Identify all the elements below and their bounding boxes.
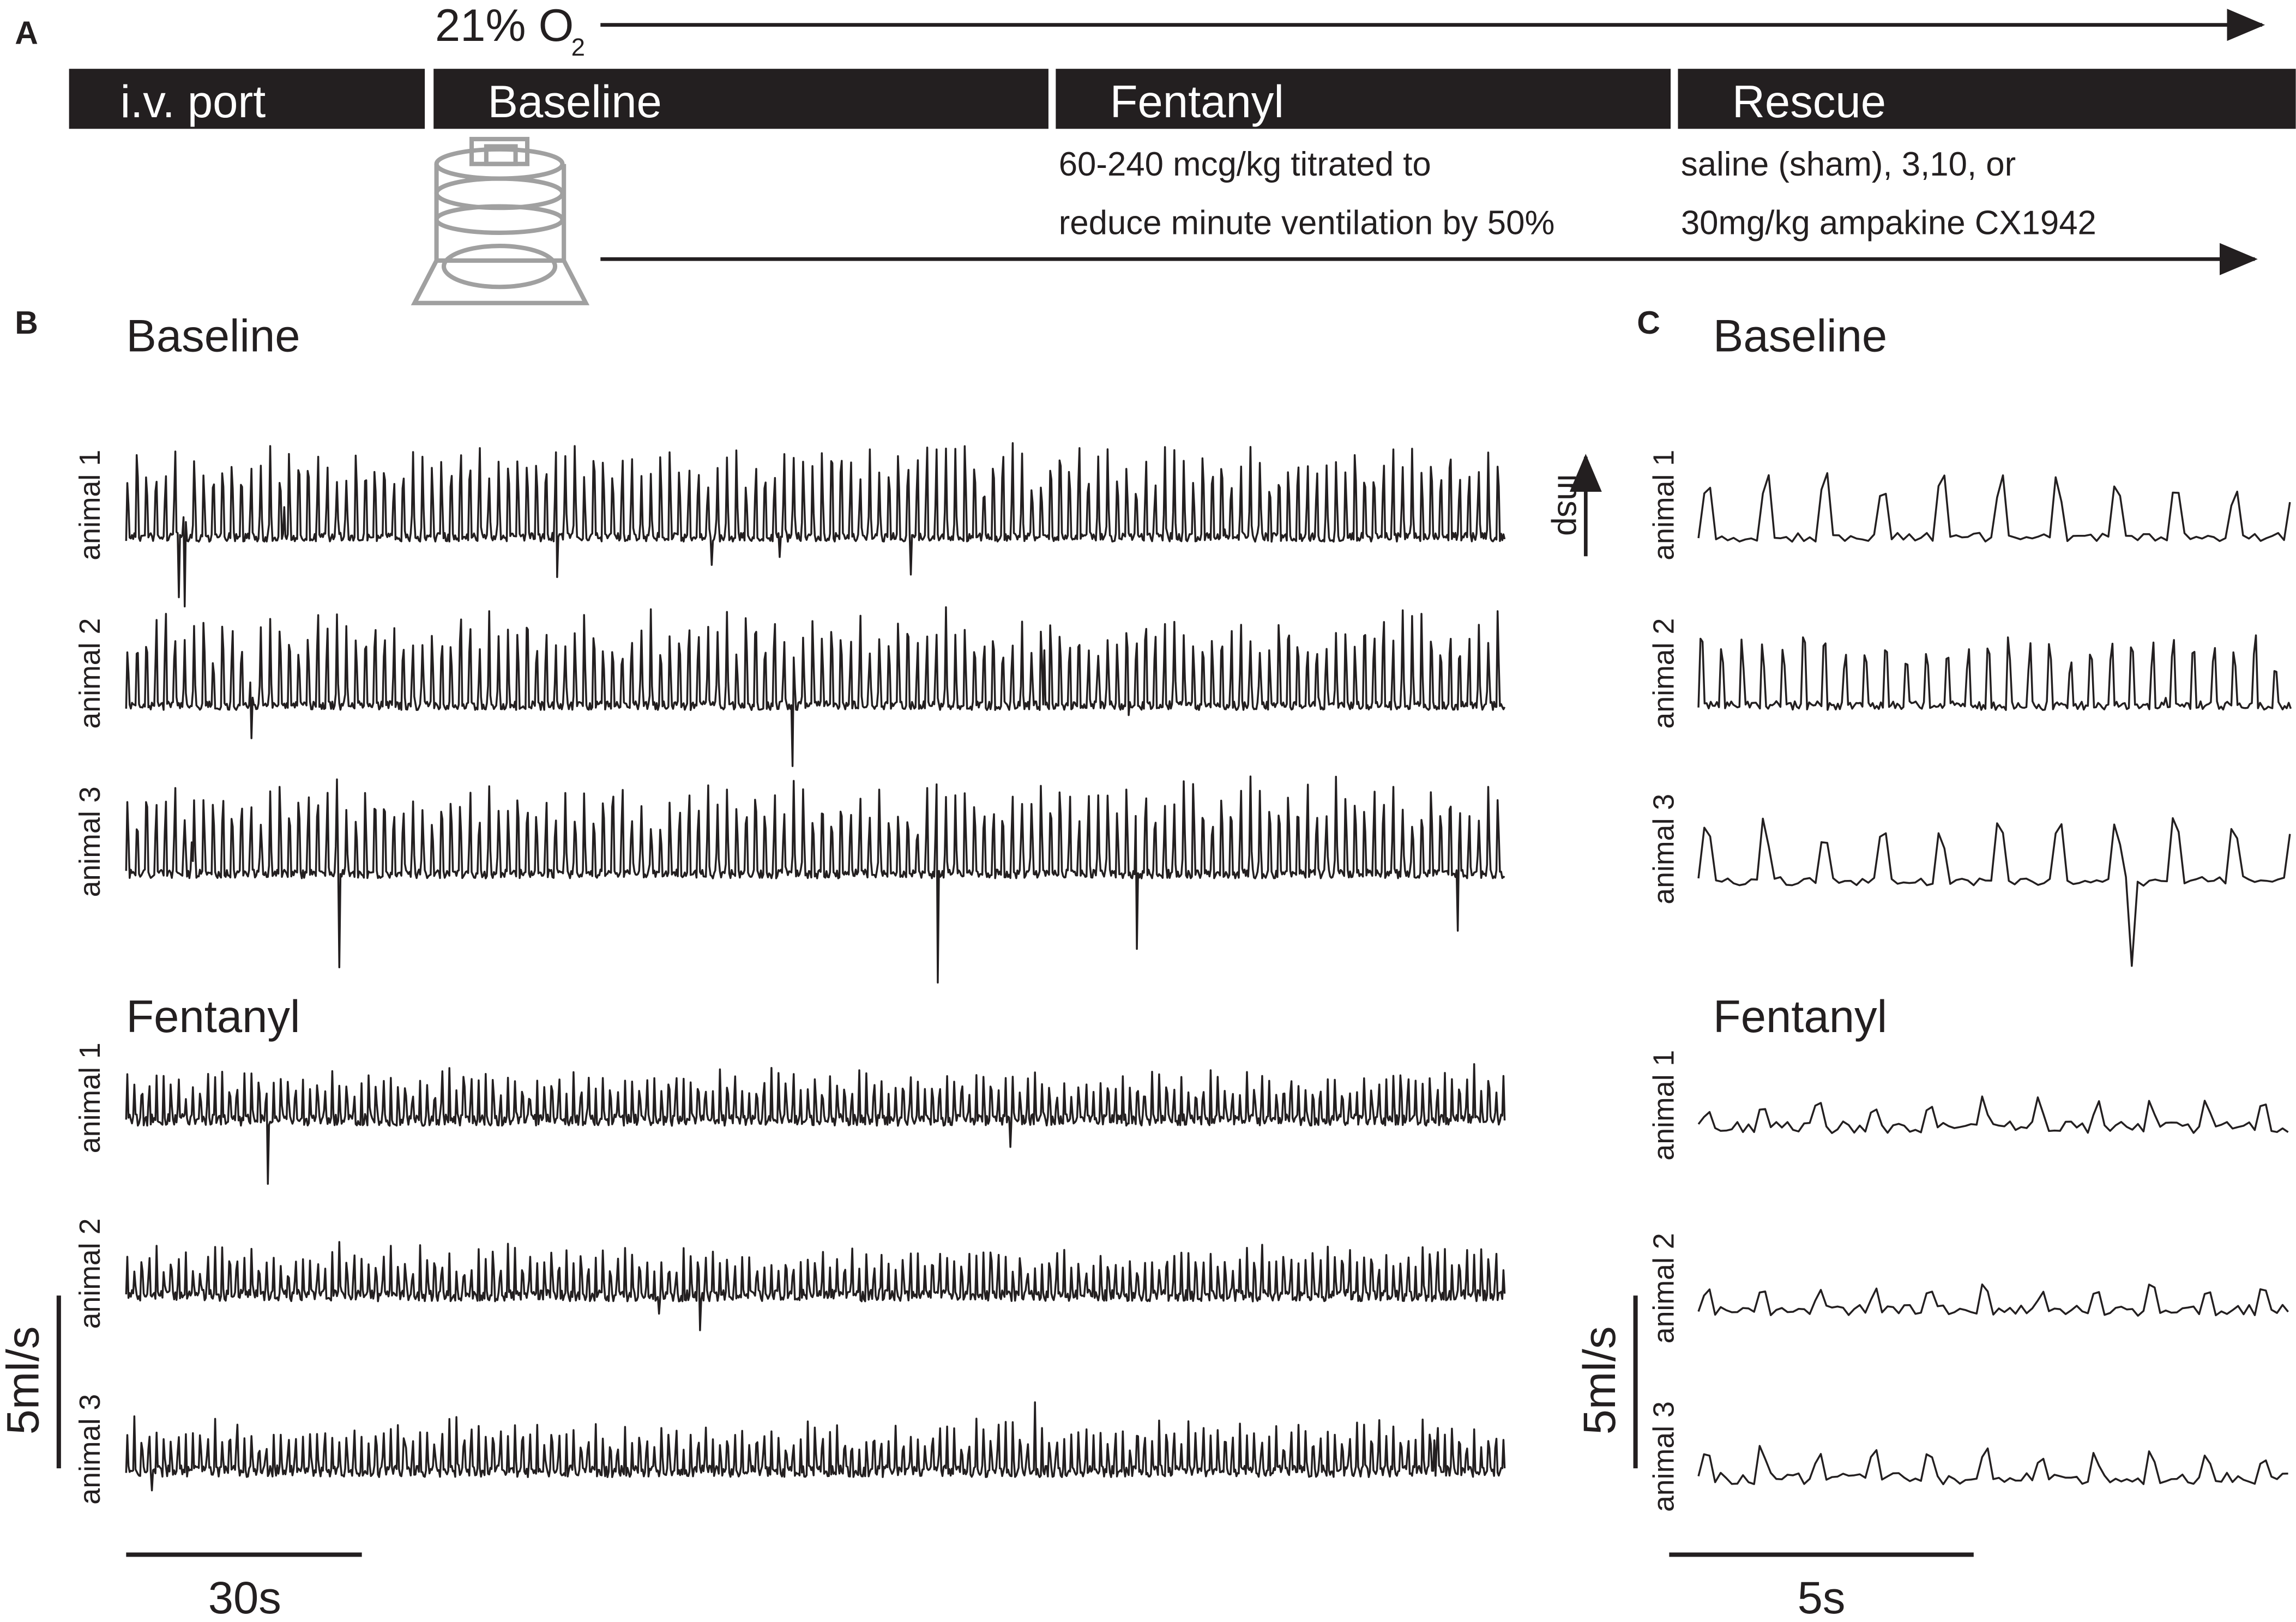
airflow-trace: [125, 1401, 1506, 1492]
oxygen-subscript: 2: [571, 33, 585, 61]
chamber-icon: [411, 137, 590, 305]
animal-label: animal 3: [74, 1394, 106, 1505]
phase-label: Baseline: [488, 76, 662, 127]
rescue-note: saline (sham), 3,10, or: [1681, 146, 2016, 183]
section-title: Baseline: [1713, 310, 1887, 361]
phase-bar: [433, 69, 1048, 129]
airflow-trace: [1697, 472, 2291, 543]
airflow-trace: [125, 1241, 1506, 1331]
panel-label: C: [1637, 305, 1660, 341]
phase-bar: [1056, 69, 1671, 129]
scale-label: 5ml/s: [0, 1326, 48, 1435]
phase-label: i.v. port: [120, 76, 266, 127]
animal-label: animal 2: [74, 618, 106, 729]
phase-bar: [1678, 69, 2296, 129]
section-title: Fentanyl: [126, 991, 300, 1042]
airflow-trace: [1697, 817, 2291, 967]
airflow-trace: [125, 606, 1506, 767]
animal-label: animal 3: [1647, 1401, 1680, 1512]
scale-label: 30s: [208, 1572, 281, 1622]
animal-label: animal 1: [1647, 450, 1680, 560]
insp-label: insp: [1550, 474, 1588, 536]
airflow-trace: [1697, 634, 2292, 711]
animal-label: animal 1: [74, 450, 106, 560]
section-title: Baseline: [126, 310, 300, 361]
scale-label: 5ml/s: [1574, 1326, 1625, 1435]
animal-label: animal 2: [1647, 618, 1680, 729]
phase-label: Rescue: [1732, 76, 1886, 127]
fentanyl-note: 60-240 mcg/kg titrated to: [1059, 146, 1431, 183]
phase-label: Fentanyl: [1110, 76, 1284, 127]
animal-label: animal 2: [1647, 1233, 1680, 1343]
airflow-trace: [125, 442, 1506, 608]
fentanyl-note: reduce minute ventilation by 50%: [1059, 204, 1555, 242]
animal-label: animal 1: [74, 1042, 106, 1153]
oxygen-label: 21% O: [435, 0, 574, 51]
panel-label: B: [15, 305, 38, 341]
airflow-trace: [1697, 1095, 2289, 1134]
rescue-note: 30mg/kg ampakine CX1942: [1681, 204, 2096, 242]
animal-label: animal 2: [74, 1218, 106, 1329]
airflow-trace: [125, 775, 1505, 984]
phase-bar: [69, 69, 425, 129]
animal-label: animal 1: [1647, 1050, 1680, 1161]
panel-label: A: [15, 15, 38, 51]
airflow-trace: [1697, 1283, 2289, 1317]
airflow-trace: [125, 1063, 1506, 1185]
airflow-trace: [1697, 1445, 2288, 1486]
animal-label: animal 3: [1647, 794, 1680, 905]
animal-label: animal 3: [74, 786, 106, 897]
scale-label: 5s: [1798, 1572, 1846, 1622]
section-title: Fentanyl: [1713, 991, 1887, 1042]
